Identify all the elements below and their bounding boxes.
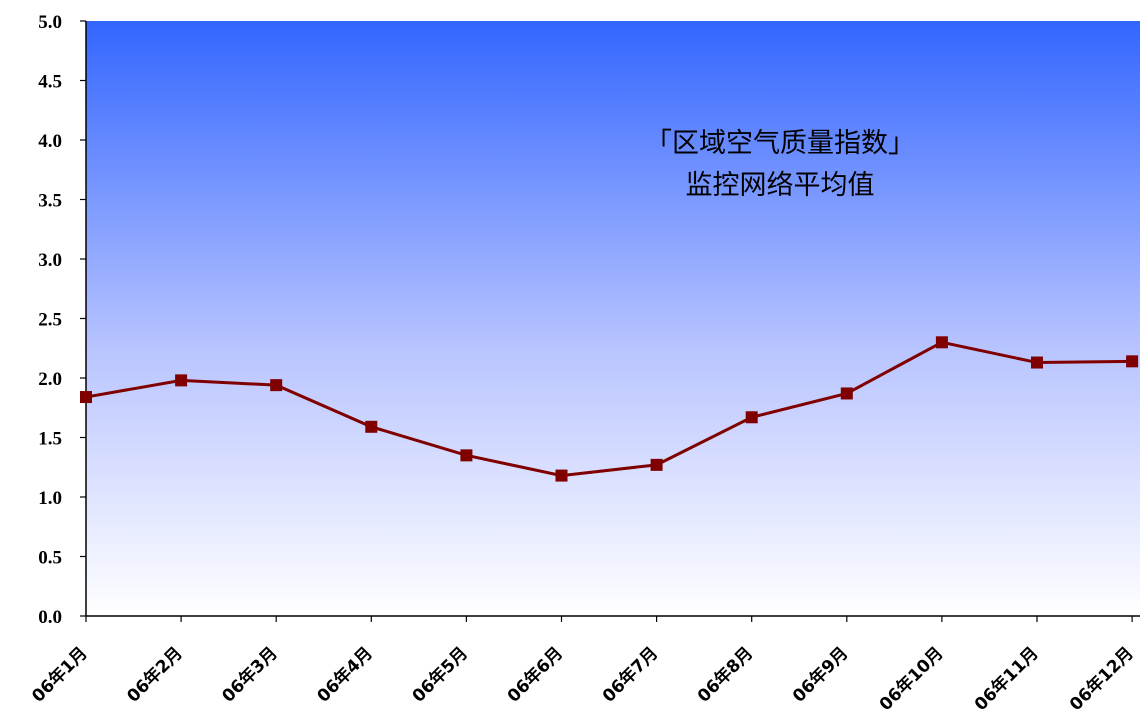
data-point (840, 387, 853, 400)
x-tick-label: 06年8月 (693, 643, 757, 707)
data-point (1126, 355, 1139, 368)
data-point (80, 391, 92, 404)
x-tick-label: 06年5月 (408, 643, 472, 707)
data-point (650, 458, 663, 471)
y-tick-label: 4.0 (38, 131, 62, 152)
x-tick-label: 06年2月 (123, 643, 187, 707)
x-tick-label: 06年1月 (28, 643, 92, 707)
y-tick-label: 3.5 (38, 191, 62, 212)
x-tick-label: 06年4月 (313, 643, 377, 707)
data-point (935, 336, 948, 349)
x-tick-label: 06年3月 (218, 643, 282, 707)
y-tick-label: 2.5 (38, 310, 62, 331)
x-tick-label: 06年7月 (598, 643, 662, 707)
chart-title: 「区域空气质量指数」 监控网络平均值 (645, 128, 915, 201)
y-tick-label: 0.5 (38, 548, 62, 569)
chart-title-line-2: 监控网络平均值 (686, 170, 875, 201)
x-tick-label: 06年9月 (788, 643, 852, 707)
data-point (745, 411, 758, 424)
plot-area (86, 21, 1140, 616)
series-group (80, 336, 1139, 482)
data-point (460, 449, 473, 462)
data-point (175, 374, 188, 387)
y-tick-label: 5.0 (38, 12, 62, 33)
x-tick-label: 06年10月 (875, 643, 947, 715)
series-line (85, 340, 1133, 478)
data-point (1031, 356, 1043, 369)
y-tick-label: 0.0 (38, 607, 62, 628)
data-point (365, 420, 378, 433)
x-tick-label: 06年11月 (970, 643, 1042, 715)
data-point (270, 379, 283, 392)
chart-title-line-1: 「区域空气质量指数」 (645, 128, 915, 159)
x-axis-ticks: 06年1月 06年2月 06年3月 06年4月 06年5月 06年6月 06年7月 06年8月… (28, 616, 1138, 715)
x-tick-label: 06年6月 (503, 643, 567, 707)
y-tick-label: 1.0 (38, 488, 62, 509)
y-tick-label: 3.0 (38, 250, 62, 271)
y-tick-label: 1.5 (38, 429, 62, 450)
data-point (555, 469, 568, 482)
y-tick-label: 4.5 (38, 72, 62, 93)
x-tick-label: 06年12月 (1065, 643, 1137, 715)
y-tick-label: 2.0 (38, 369, 62, 390)
y-axis-ticks: 0.0 0.5 1.0 1.5 2.0 2.5 3.0 3.5 4.0 4.5 5.0 (38, 12, 86, 628)
